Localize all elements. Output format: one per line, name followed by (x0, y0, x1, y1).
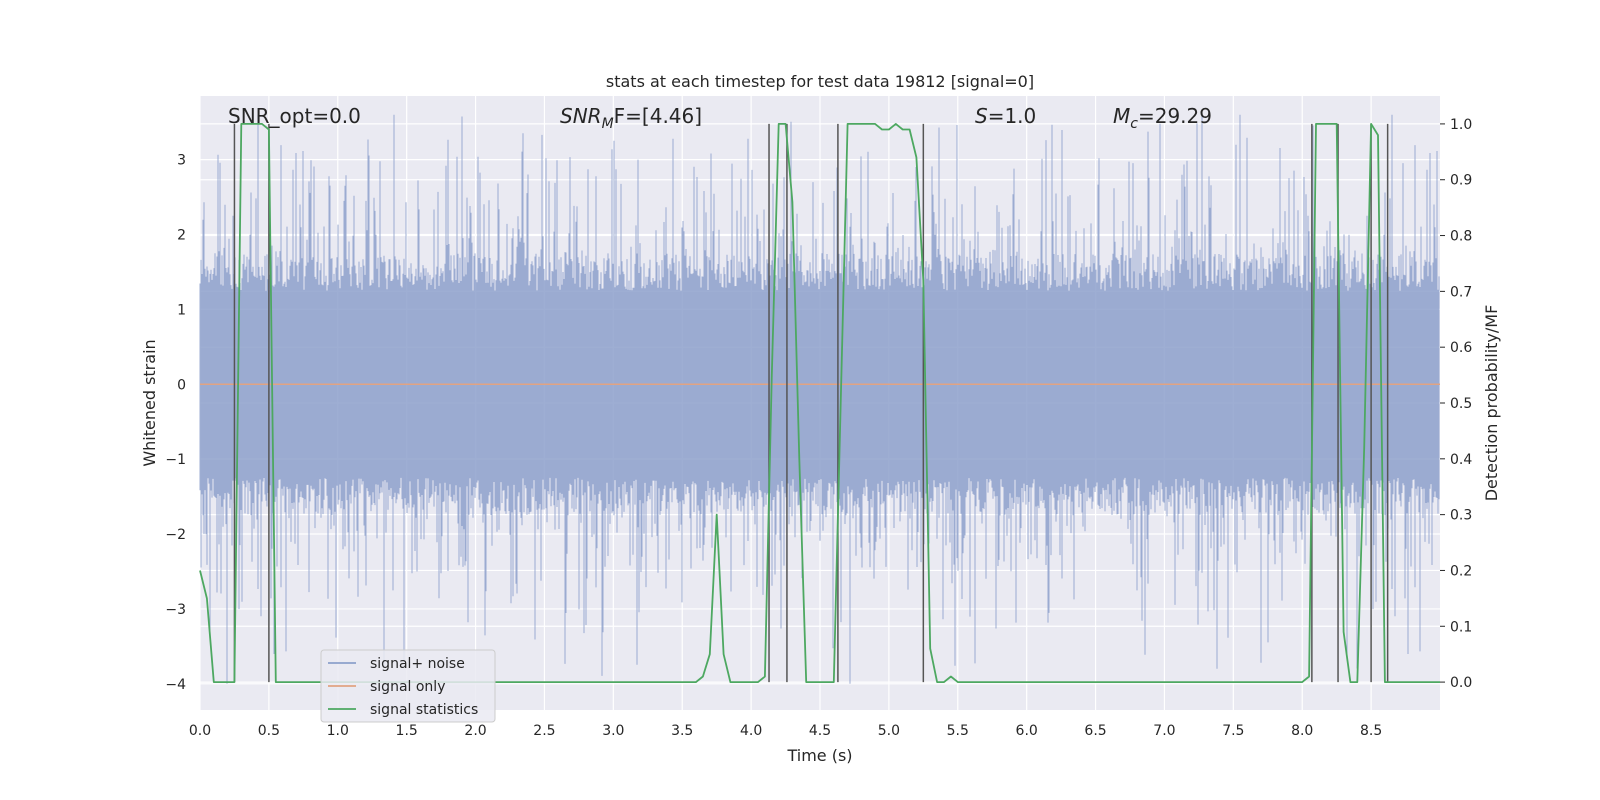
annotation-snr-opt: SNR_opt=0.0 (228, 104, 361, 128)
x-tick-label: 3.0 (602, 723, 624, 739)
y-right-tick-label: 0.8 (1450, 229, 1472, 245)
y-right-tick-label: 0.9 (1450, 173, 1472, 189)
annotation-snr-mf: SNRMF=[4.46] (560, 104, 702, 132)
y-axis-label: Whitened strain (140, 339, 159, 466)
annotation-mc-subscript: c (1130, 116, 1138, 132)
annotation-snr-mf-value: F=[4.46] (614, 104, 702, 128)
y-right-tick-label: 0.0 (1450, 675, 1472, 691)
series-signal-statistics (199, 123, 1440, 683)
x-tick-label: 0.0 (189, 723, 211, 739)
chart-title: stats at each timestep for test data 198… (606, 72, 1034, 91)
y-axis-ticks: 3 2 1 0 −1 −2 −3 −4 (165, 153, 186, 693)
x-tick-label: 6.0 (1016, 723, 1038, 739)
y-tick-label: 1 (177, 302, 186, 318)
y-right-tick-label: 0.3 (1450, 508, 1472, 524)
x-tick-label: 5.5 (947, 723, 969, 739)
x-tick-label: 0.5 (258, 723, 280, 739)
y-right-tick-label: 0.5 (1450, 396, 1472, 412)
x-tick-label: 2.0 (464, 723, 486, 739)
annotation-mc-value: =29.29 (1138, 104, 1212, 128)
x-tick-label: 3.5 (671, 723, 693, 739)
y-right-axis-label: Detection probability/MF (1482, 305, 1501, 502)
y-tick-label: −2 (165, 527, 186, 543)
legend-box (320, 649, 496, 723)
legend: signal+ noise signal only signal statist… (320, 649, 496, 723)
legend-label-signal-only: signal only (370, 679, 445, 695)
x-tick-label: 1.5 (396, 723, 418, 739)
x-tick-label: 5.0 (878, 723, 900, 739)
annotation-s: S=1.0 (975, 104, 1036, 128)
x-tick-label: 4.5 (809, 723, 831, 739)
y-tick-label: −4 (165, 677, 186, 693)
y-right-axis-ticks: 1.0 0.9 0.8 0.7 0.6 0.5 0.4 0.3 0.2 0.1 0.0 (1440, 117, 1472, 691)
y-right-tick-label: 0.6 (1450, 340, 1472, 356)
x-tick-label: 8.5 (1360, 723, 1382, 739)
y-right-tick-label: 0.1 (1450, 619, 1472, 635)
annotation-s-symbol: S (975, 104, 988, 128)
y-tick-label: −1 (165, 452, 186, 468)
annotation-mc: Mc=29.29 (1113, 104, 1212, 132)
x-tick-label: 7.0 (1153, 723, 1175, 739)
annotation-s-value: =1.0 (988, 104, 1037, 128)
y-right-tick-label: 1.0 (1450, 117, 1472, 133)
y-tick-label: −3 (165, 602, 186, 618)
x-axis-label: Time (s) (786, 746, 852, 765)
x-tick-label: 1.0 (327, 723, 349, 739)
series-signal-noise (199, 114, 1440, 684)
x-tick-label: 6.5 (1084, 723, 1106, 739)
y-tick-label: 0 (177, 377, 186, 393)
x-tick-label: 8.0 (1291, 723, 1313, 739)
x-tick-label: 2.5 (533, 723, 555, 739)
x-tick-label: 7.5 (1222, 723, 1244, 739)
y-tick-label: 3 (177, 153, 186, 169)
y-right-tick-label: 0.7 (1450, 284, 1472, 300)
x-axis-ticks: 0.0 0.5 1.0 1.5 2.0 2.5 3.0 3.5 4.0 4.5 5.0 5.5 6.0 6… (189, 723, 1382, 739)
noise-trace (199, 114, 1440, 684)
annotation-snr-mf-symbol: SNR (560, 104, 602, 128)
annotation-snr-mf-subscript: M (602, 116, 614, 132)
annotation-mc-symbol: M (1113, 104, 1130, 128)
y-right-tick-label: 0.4 (1450, 452, 1472, 468)
legend-label-signal-noise: signal+ noise (370, 656, 465, 672)
y-right-tick-label: 0.2 (1450, 563, 1472, 579)
legend-label-signal-statistics: signal statistics (370, 702, 478, 718)
y-tick-label: 2 (177, 228, 186, 244)
x-tick-label: 4.0 (740, 723, 762, 739)
